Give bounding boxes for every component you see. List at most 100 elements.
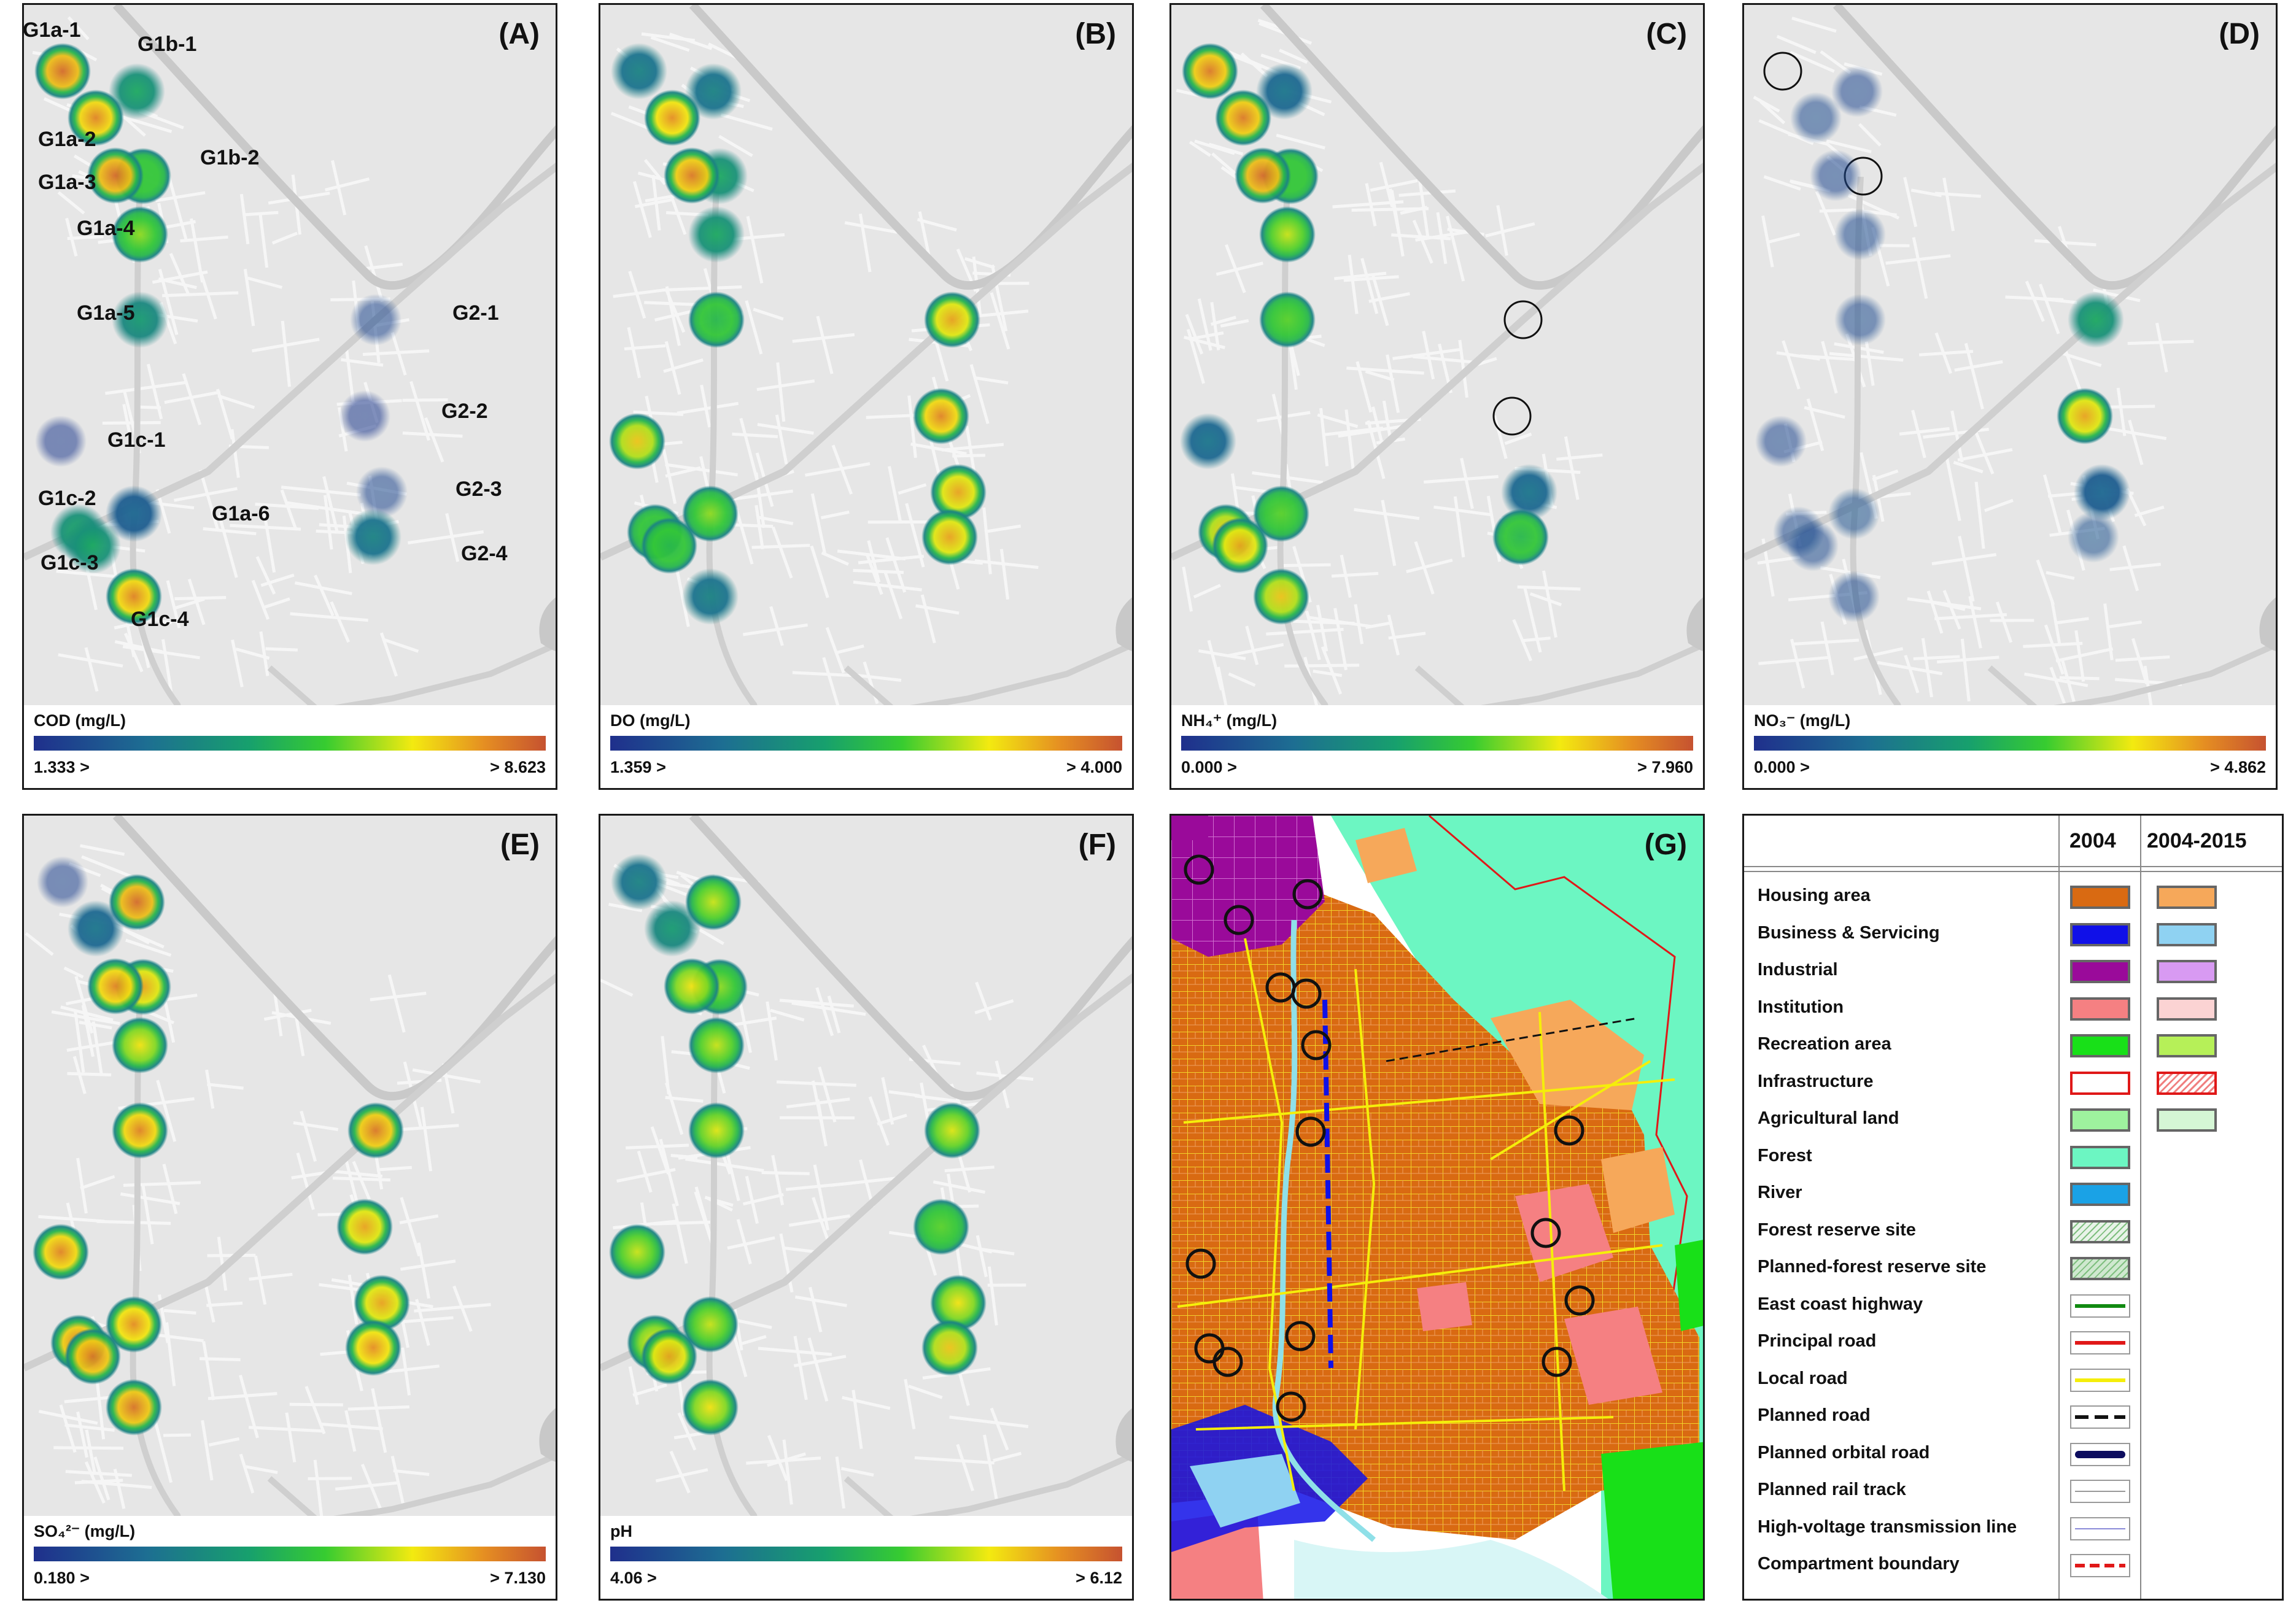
local-road	[1177, 938, 1675, 1491]
site-hotspot-g2-1	[924, 292, 980, 348]
site-label: G2-1	[452, 301, 499, 325]
site-label: G1c-2	[38, 487, 96, 510]
basemap-ph	[600, 816, 1132, 1599]
site-hotspot-g2-1	[350, 294, 401, 346]
legend-line-sample	[2070, 1442, 2130, 1466]
missing-data-marker	[1492, 396, 1532, 436]
colorbar-min: 4.06 >	[610, 1569, 657, 1587]
site-hotspot-g2-3	[1501, 464, 1557, 520]
site-hotspot-g1a-6	[1253, 485, 1309, 542]
sampling-site-circle	[1276, 1391, 1306, 1422]
site-hotspot-g1a-5	[1259, 292, 1316, 348]
site-hotspot-g1c-4	[1828, 571, 1880, 622]
shore	[539, 1408, 556, 1462]
sampling-site-circle	[1285, 1321, 1316, 1351]
map-panel-ph: (F) pH 4.06 > > 6.12	[599, 814, 1134, 1601]
site-hotspot-g1a-6	[682, 485, 739, 542]
legend-item-label: Planned orbital road	[1758, 1442, 1930, 1463]
site-hotspot-g1a-2	[644, 900, 700, 957]
site-hotspot-g2-3	[2074, 464, 2130, 520]
legend-item: Recreation area	[1744, 1028, 2282, 1065]
legend-item-label: Principal road	[1758, 1331, 1877, 1351]
land-use-legend: 2004 2004-2015 Housing area Business & Se…	[1742, 814, 2284, 1601]
site-hotspot-g1c-1	[35, 415, 87, 467]
site-hotspot-g1c-4	[106, 1379, 162, 1435]
business-strip	[1322, 999, 1333, 1369]
site-hotspot-g2-4	[345, 1320, 401, 1376]
site-hotspot-g1a-5	[112, 1102, 168, 1159]
shore	[1115, 1408, 1132, 1462]
site-label: G1c-3	[41, 551, 99, 574]
colorbar: NH₄⁺ (mg/L) 0.000 > > 7.960	[1171, 705, 1703, 788]
panel-letter: (A)	[498, 18, 540, 50]
river	[1272, 919, 1376, 1542]
site-label: G1a-6	[212, 502, 270, 525]
site-label: G1c-1	[107, 428, 166, 452]
site-hotspot-g1a-3	[1235, 147, 1291, 204]
legend-item-label: Infrastructure	[1758, 1071, 1874, 1091]
legend-item-label: High-voltage transmission line	[1758, 1517, 2017, 1537]
site-hotspot-g2-2	[2057, 388, 2113, 444]
site-hotspot-g2-4	[1492, 509, 1549, 565]
legend-item-label: Planned-forest reserve site	[1758, 1257, 1987, 1277]
site-hotspot-g1b-1	[685, 63, 742, 120]
site-hotspot-g2-3	[930, 464, 987, 520]
missing-data-marker	[1763, 52, 1802, 91]
legend-swatch-2015	[2157, 922, 2217, 946]
site-hotspot-g1a-6	[106, 485, 162, 542]
legend-item-label: Institution	[1758, 997, 1844, 1017]
site-hotspot-g2-4	[2068, 511, 2119, 563]
site-hotspot-g1c-4	[682, 568, 739, 625]
site-hotspot-g1a-3	[664, 958, 720, 1014]
site-hotspot-g2-1	[347, 1102, 404, 1159]
legend-item-label: Local road	[1758, 1368, 1848, 1388]
site-hotspot-g1a-6	[1828, 488, 1880, 539]
legend-item-label: Forest reserve site	[1758, 1219, 1916, 1240]
colorbar-title: SO₄²⁻ (mg/L)	[34, 1522, 136, 1540]
legend-swatch-2015	[2157, 1034, 2217, 1057]
legend-item: High-voltage transmission line	[1744, 1511, 2282, 1548]
planned-road	[1386, 1017, 1639, 1062]
street-grid	[1176, 18, 1603, 728]
site-hotspot-g1c-1	[609, 1224, 665, 1280]
site-hotspot-g2-2	[913, 1199, 969, 1255]
colorbar-min: 0.180 >	[34, 1569, 90, 1587]
legend-item: Principal road	[1744, 1325, 2282, 1362]
legend-line-sample	[2070, 1517, 2130, 1540]
site-hotspot-g1b-1	[1831, 66, 1883, 117]
site-hotspot-g2-1	[2068, 292, 2124, 348]
business-light	[1190, 1454, 1300, 1528]
sampling-site-circle	[1184, 854, 1214, 885]
site-hotspot-g1a-4	[1259, 206, 1316, 263]
sampling-site-circle	[1212, 1347, 1243, 1377]
site-label: G2-2	[441, 400, 488, 423]
sampling-site-circle	[1224, 905, 1254, 935]
main-road	[112, 816, 556, 1100]
map-panel-no3: (D) NO₃⁻ (mg/L) 0.000 > > 4.862	[1742, 3, 2278, 790]
site-hotspot-g1c-3	[641, 1328, 697, 1385]
site-hotspot-g1b-1	[109, 874, 165, 930]
site-hotspot-g1a-3	[87, 147, 144, 204]
coastal-road	[1414, 641, 1703, 714]
site-hotspot-g1c-3	[64, 517, 121, 574]
site-hotspot-g1a-5	[1834, 294, 1886, 346]
site-label: G1a-5	[77, 301, 135, 325]
site-hotspot-g1a-4	[112, 1017, 168, 1073]
legend-header-rule	[1744, 866, 2282, 872]
site-label: G2-4	[461, 542, 508, 565]
legend-item: Forest reserve site	[1744, 1214, 2282, 1251]
site-hotspot-g1a-5	[688, 1102, 745, 1159]
colorbar: DO (mg/L) 1.359 > > 4.000	[600, 705, 1132, 788]
colorbar-max: > 4.862	[2210, 758, 2266, 776]
legend-swatch-2015	[2157, 960, 2217, 983]
site-label: G1a-1	[24, 18, 81, 42]
site-hotspot-g2-3	[356, 466, 408, 518]
legend-item-label: Recreation area	[1758, 1034, 1891, 1054]
site-hotspot-g2-4	[921, 1320, 978, 1376]
legend-item: Forest	[1744, 1140, 2282, 1177]
site-hotspot-g1b-1	[1256, 63, 1313, 120]
site-hotspot-g1c-3	[641, 517, 697, 574]
legend-item-label: Industrial	[1758, 960, 1838, 980]
basemap-so4	[24, 816, 556, 1599]
institution-area-4	[1417, 1282, 1472, 1331]
